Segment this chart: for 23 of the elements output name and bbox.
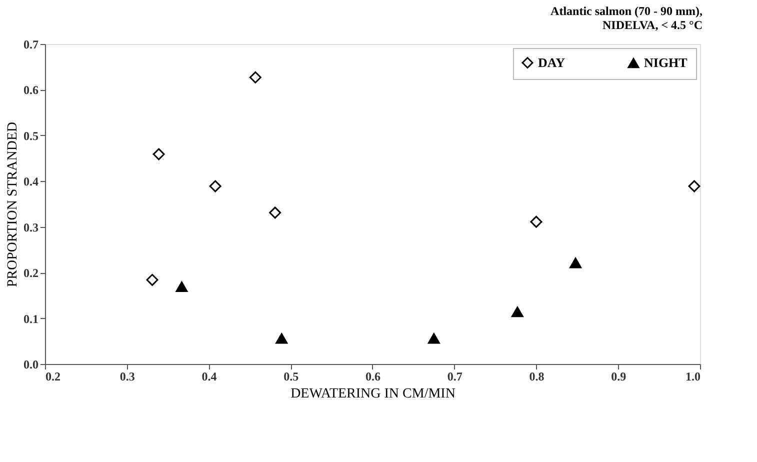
y-tick-label: 0.6 — [24, 83, 38, 98]
y-tick-label: 0.2 — [24, 266, 38, 280]
x-tick-label: 0.4 — [202, 370, 217, 384]
x-tick-label: 0.6 — [366, 370, 380, 384]
y-tick-label: 0.4 — [24, 174, 38, 189]
x-tick-label: 0.5 — [284, 370, 299, 384]
text: Atlantic salmon (70 - 90 mm), — [550, 4, 703, 18]
y-tick-label: 0.5 — [24, 128, 38, 143]
x-axis-title: DEWATERING IN CM/MIN — [290, 386, 456, 402]
y-tick-label: 0.3 — [24, 220, 38, 234]
text: NIDELVA, < 4.5 °C — [602, 18, 703, 32]
y-tick-label: 0.7 — [24, 38, 38, 52]
x-tick-label: 0.2 — [46, 370, 60, 384]
y-tick-label: 0.1 — [24, 312, 38, 326]
x-tick-label: 0.3 — [120, 370, 135, 384]
legend-label: NIGHT — [644, 55, 688, 70]
legend-label: DAY — [538, 54, 566, 70]
x-tick-label: 1.0 — [686, 370, 700, 384]
y-axis-title: PROPORTION STRANDED — [6, 122, 20, 288]
x-tick-label: 0.9 — [611, 370, 626, 384]
x-tick-label: 0.8 — [529, 370, 544, 384]
y-tick-label: 0.0 — [24, 358, 38, 372]
x-tick-label: 0.7 — [447, 370, 462, 384]
